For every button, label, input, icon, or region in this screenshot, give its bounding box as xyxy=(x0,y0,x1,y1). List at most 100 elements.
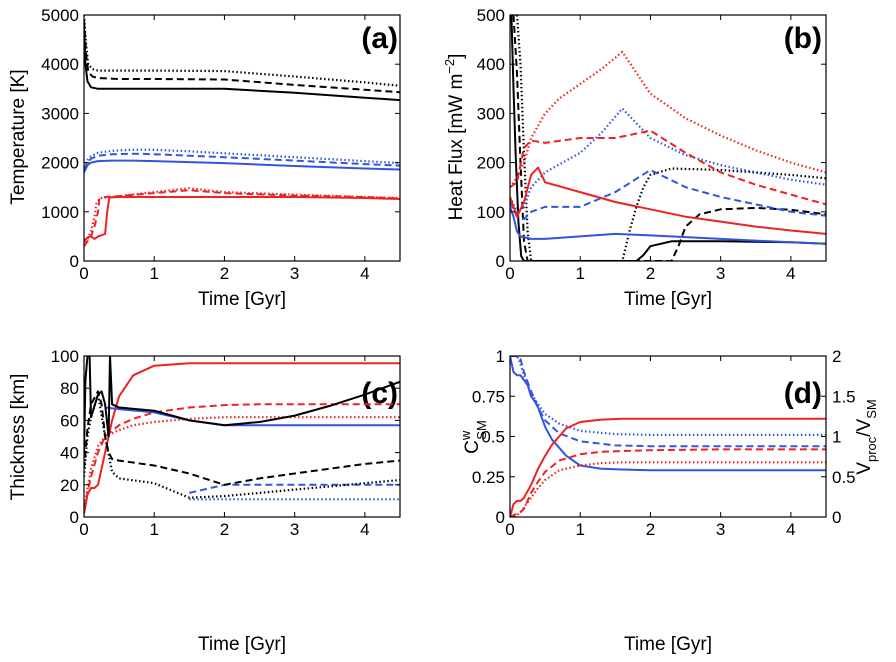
series-group-d xyxy=(510,356,826,517)
ytick-label-d-1: 0.25 xyxy=(472,468,505,487)
ytick-label-a-5: 5000 xyxy=(41,6,79,25)
xtick-label-d-3: 3 xyxy=(716,520,725,539)
xtick-label-b-1: 1 xyxy=(575,264,584,283)
panel-d-ylabel-right-sub1: proc xyxy=(864,436,879,462)
panel-b-label: (b) xyxy=(784,22,822,55)
panel-d-xlabel: Time [Gyr] xyxy=(624,634,712,655)
xtick-label-d-4: 4 xyxy=(786,520,795,539)
xtick-label-b-4: 4 xyxy=(786,264,795,283)
xtick-label-a-4: 4 xyxy=(360,264,369,283)
xtick-label-d-2: 2 xyxy=(646,520,655,539)
ytick-label-c-3: 60 xyxy=(60,411,79,430)
series-line-c-7 xyxy=(84,390,400,486)
series-line-a-8 xyxy=(84,187,400,247)
ytick-label-d-4: 1 xyxy=(496,347,505,366)
ytick-label-a-4: 4000 xyxy=(41,55,79,74)
series-line-c-0 xyxy=(84,362,400,514)
series-line-a-0 xyxy=(84,24,400,102)
panel-b-ylabel-close: ] xyxy=(446,54,467,59)
axes-box-a xyxy=(83,14,401,262)
ytick-right-label-d-1: 0.5 xyxy=(832,468,856,487)
series-line-d-1 xyxy=(510,356,826,448)
ytick-label-c-2: 40 xyxy=(60,444,79,463)
panel-c-ylabel: Thickness [km] xyxy=(8,374,29,501)
ytick-label-a-0: 0 xyxy=(70,252,79,271)
panel-a: (a) Time [Gyr] Temperature [K] xyxy=(8,22,398,310)
series-line-b-6 xyxy=(510,166,826,235)
panel-d-ylabel-right: Vproc/VSM xyxy=(854,399,879,474)
axes-box-c xyxy=(83,355,401,518)
panel-b-ylabel-sup: −2 xyxy=(442,59,457,74)
ytick-label-d-0: 0 xyxy=(496,508,505,527)
series-line-a-7 xyxy=(84,189,400,247)
panel-d-ylabel-left-sub: SM xyxy=(474,420,489,440)
series-group-b xyxy=(510,15,826,261)
ytick-label-a-3: 3000 xyxy=(41,104,79,123)
panel-c-xlabel: Time [Gyr] xyxy=(198,634,286,655)
panel-a-xlabel: Time [Gyr] xyxy=(198,289,286,310)
plot-b: 0 1 2 3 4 0 100 200 300 400 500 xyxy=(477,6,827,283)
xtick-label-b-2: 2 xyxy=(646,264,655,283)
xtick-label-c-1: 1 xyxy=(149,520,158,539)
series-line-d-2 xyxy=(510,356,826,436)
axes-box-b xyxy=(509,14,827,262)
series-line-b-0 xyxy=(510,15,826,261)
series-line-c-4 xyxy=(189,483,400,494)
series-line-c-2 xyxy=(84,416,400,510)
panel-a-label: (a) xyxy=(361,22,398,55)
series-line-b-4 xyxy=(510,169,826,221)
series-line-b-2 xyxy=(515,15,826,261)
ytick-label-b-4: 400 xyxy=(477,55,505,74)
series-line-d-5 xyxy=(510,461,826,517)
xtick-label-c-3: 3 xyxy=(290,520,299,539)
series-line-d-4 xyxy=(510,448,826,517)
panel-b: (b) Time [Gyr] Heat Flux [mW m−2] xyxy=(442,22,822,310)
series-line-b-5 xyxy=(510,107,826,213)
ytick-label-b-1: 100 xyxy=(477,203,505,222)
axes-box-d xyxy=(509,355,827,518)
plot-a: 0 1 2 3 4 0 1000 2000 3000 4000 5000 xyxy=(41,6,401,283)
panel-b-ylabel-main: Heat Flux [mW m xyxy=(446,74,467,221)
xtick-label-c-0: 0 xyxy=(79,520,88,539)
ytick-right-label-d-0: 0 xyxy=(832,508,841,527)
series-line-b-7 xyxy=(510,129,826,206)
series-group-c xyxy=(84,356,400,514)
xtick-label-a-2: 2 xyxy=(220,264,229,283)
panel-d-ylabel-left: CwSM xyxy=(458,420,489,454)
ytick-label-c-4: 80 xyxy=(60,379,79,398)
series-line-b-1 xyxy=(512,15,826,261)
ytick-right-label-d-3: 1.5 xyxy=(832,387,856,406)
xtick-label-a-3: 3 xyxy=(290,264,299,283)
xtick-label-d-0: 0 xyxy=(505,520,514,539)
panel-d-ylabel-left-sup: w xyxy=(458,430,473,441)
panel-d: (d) Time [Gyr] CwSM Vproc/VSM xyxy=(458,377,879,655)
ytick-right-label-d-2: 1 xyxy=(832,428,841,447)
series-line-a-5 xyxy=(84,148,400,168)
xtick-label-d-1: 1 xyxy=(575,520,584,539)
ytick-label-c-1: 20 xyxy=(60,476,79,495)
ytick-label-c-0: 0 xyxy=(70,508,79,527)
xtick-label-b-0: 0 xyxy=(505,264,514,283)
series-line-c-1 xyxy=(84,403,400,510)
ytick-label-a-1: 1000 xyxy=(41,203,79,222)
plot-d: 0 1 2 3 4 0 0.25 0.5 0.75 1 0 0.5 1 1.5 2 xyxy=(472,347,856,539)
series-group-a xyxy=(84,15,400,247)
series-line-a-2 xyxy=(84,15,400,87)
ytick-label-b-0: 0 xyxy=(496,252,505,271)
ytick-label-b-5: 500 xyxy=(477,6,505,25)
xtick-label-a-1: 1 xyxy=(149,264,158,283)
ytick-label-b-3: 300 xyxy=(477,104,505,123)
ytick-label-d-3: 0.75 xyxy=(472,387,505,406)
ytick-label-d-2: 0.5 xyxy=(481,428,505,447)
series-line-a-4 xyxy=(84,152,400,171)
xtick-label-c-2: 2 xyxy=(220,520,229,539)
ytick-right-label-d-4: 2 xyxy=(832,347,841,366)
series-line-b-3 xyxy=(510,206,826,245)
ytick-label-c-5: 100 xyxy=(51,347,79,366)
ytick-label-b-2: 200 xyxy=(477,154,505,173)
series-line-a-6 xyxy=(84,196,400,242)
panel-d-ylabel-left-main: C xyxy=(462,440,483,454)
